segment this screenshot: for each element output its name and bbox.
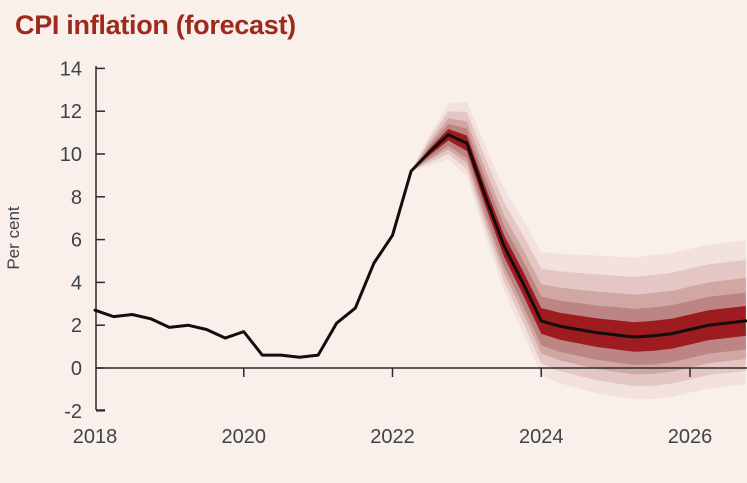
chart-title: CPI inflation (forecast) bbox=[15, 10, 296, 40]
x-tick-label: 2018 bbox=[73, 426, 118, 448]
x-tick-label: 2022 bbox=[370, 426, 415, 448]
y-tick-label: 2 bbox=[71, 315, 82, 337]
y-tick-label: 4 bbox=[71, 272, 82, 294]
y-tick-label: 14 bbox=[60, 58, 82, 80]
cpi-line bbox=[93, 133, 747, 359]
y-tick-label: 8 bbox=[71, 187, 82, 209]
x-tick-label: 2026 bbox=[668, 426, 713, 448]
y-tick-label: 0 bbox=[71, 358, 82, 380]
x-tick-label: 2024 bbox=[519, 426, 564, 448]
x-tick-label: 2020 bbox=[222, 426, 267, 448]
y-tick-label: -2 bbox=[64, 401, 82, 423]
y-tick-label: 12 bbox=[60, 101, 82, 123]
y-tick-label: 10 bbox=[60, 144, 82, 166]
y-tick-label: 6 bbox=[71, 230, 82, 252]
fan-band-central bbox=[411, 128, 746, 352]
